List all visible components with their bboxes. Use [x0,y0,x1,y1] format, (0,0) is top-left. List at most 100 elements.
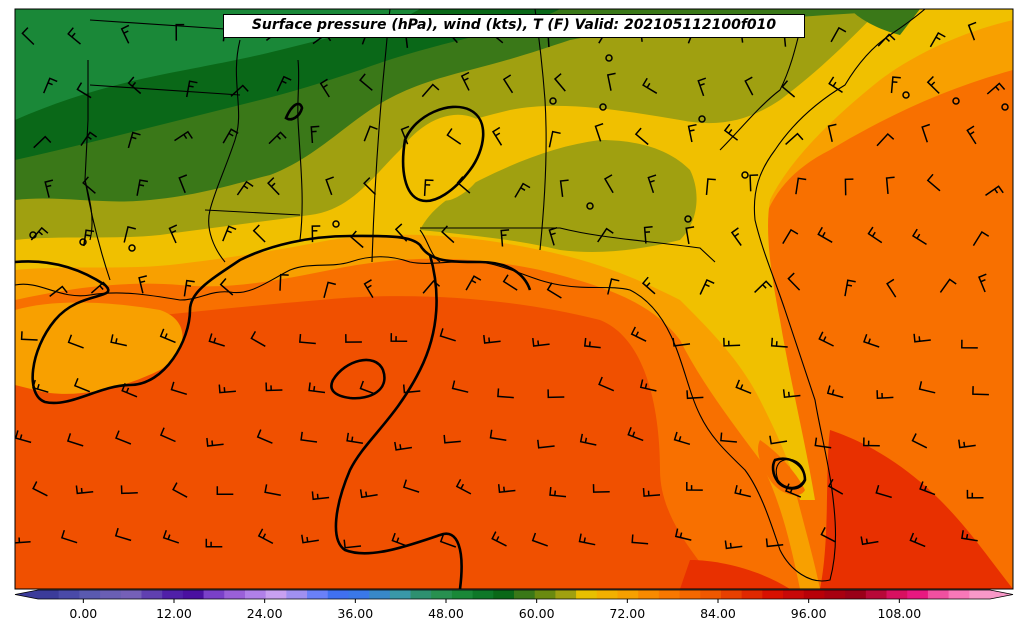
wind-barb [594,122,604,142]
wind-barb [592,484,610,493]
colorbar-swatch [638,590,660,599]
colorbar-swatch [369,590,391,599]
wind-barb [301,534,319,544]
wind-barb [136,179,149,196]
wind-barb [67,334,84,349]
wind-barb [863,333,880,348]
wind-barb [549,487,567,498]
state-border-ar-ms [89,84,241,96]
wind-barb [770,337,788,348]
wind-barb [489,429,507,441]
wind-barb [744,76,754,96]
wind-barb [279,273,289,291]
wind-barb [730,227,742,246]
wind-barb [76,82,92,99]
temp-band-red [820,430,1013,589]
colorbar-swatch [596,590,618,599]
colorbar-tick-label: 72.00 [609,606,646,621]
wind-barb [500,229,510,247]
wind-barb [547,389,565,399]
colorbar-swatch [617,590,639,599]
colorbar-swatch [389,590,412,599]
colorbar-swatch [472,590,494,599]
wind-barb [863,437,880,447]
wind-barb [363,177,377,196]
wind-barb [958,439,976,449]
wind-barb [537,439,555,449]
wind-barb [705,178,716,195]
wind-barb [603,174,614,194]
wind-barb [630,326,647,342]
wind-barb [363,279,374,298]
wind-barb [548,226,558,246]
wind-barb [985,185,1004,197]
station-circle [741,171,749,179]
colorbar-swatch [886,590,908,599]
wind-barb [720,432,737,443]
wind-barb [966,489,984,499]
isobar-5 [284,102,304,121]
temp-band-red-gulf [680,560,790,589]
colorbar-swatch [244,590,267,599]
wind-barb [828,76,843,94]
wind-barb [402,479,420,493]
wind-barb [33,135,52,149]
state-border-ga-sc [719,29,801,151]
wind-barb [886,278,897,298]
colorbar-swatch [182,590,205,599]
colorbar-swatch [493,590,515,599]
colorbar-swatch [927,590,950,599]
wind-barb [451,380,469,393]
wind-barb [627,426,644,442]
wind-barb [734,485,751,498]
temp-band-yellow-al [399,114,493,201]
wind-barb [391,532,408,547]
colorbar-swatch [658,590,681,599]
wind-barb [769,435,788,445]
isobar-2 [334,254,463,589]
wind-barb [162,529,180,544]
wind-barb [15,537,31,544]
wind-barb [114,527,132,542]
wind-barb [972,386,989,396]
wind-barb [32,379,49,393]
wind-barb [32,481,48,497]
state-border-tx-la [84,179,111,281]
wind-barb [502,274,518,291]
wind-barb [268,131,287,145]
colorbar-tick-label: 24.00 [246,606,283,621]
wind-barb [827,478,844,495]
colorbar-swatch [79,590,101,599]
wind-barb [120,485,138,495]
wind-barb [553,73,566,92]
isobar-1 [15,234,532,405]
wind-barb [787,272,801,291]
wind-barb [697,77,707,97]
wind-barb [606,72,616,91]
wind-barb [363,125,378,142]
colorbar-extend-max [990,590,1013,599]
wind-barb [208,333,225,347]
wind-barb [546,282,562,299]
wind-barb [641,276,656,295]
wind-barb [818,331,834,347]
wind-barb [579,433,597,446]
colorbar-swatch [203,590,225,599]
wind-barb [723,337,741,347]
colorbar-swatch [307,590,329,599]
station-circle [599,103,607,111]
wind-barb [219,278,234,296]
wind-barb [120,24,130,44]
wind-barb [75,485,94,495]
colorbar-swatch [451,590,474,599]
wind-barb [44,179,54,198]
wind-barb [687,123,697,143]
wind-barb [909,532,926,548]
wind-barb [876,132,895,147]
colorbar-swatch [58,590,80,599]
temp-band-fl-orange [758,440,805,496]
wind-barb [844,279,856,297]
colorbar-tick-label: 60.00 [518,606,555,621]
colorbar-swatch [162,590,184,599]
wind-barb [446,128,462,145]
